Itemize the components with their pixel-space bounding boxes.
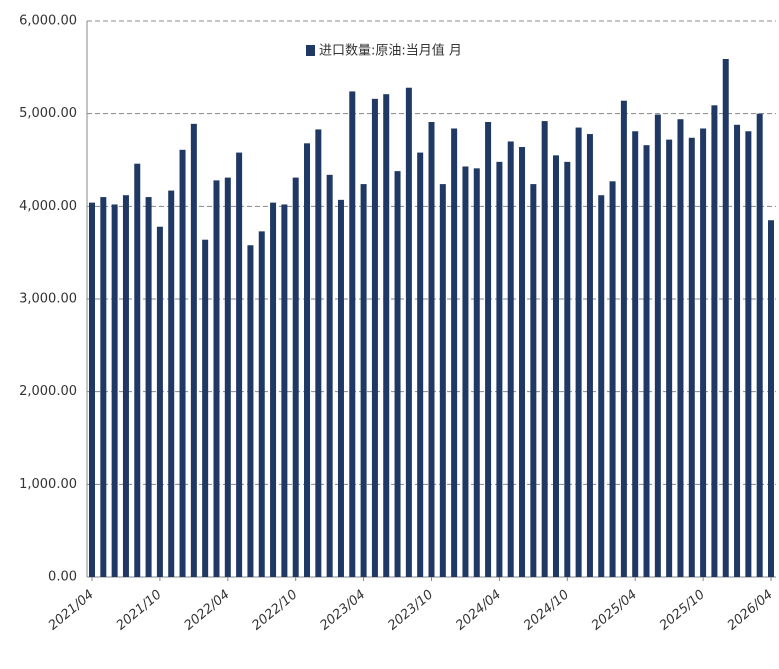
bar [700, 128, 707, 577]
bar [360, 184, 367, 578]
bar [236, 152, 243, 577]
bar [541, 121, 548, 577]
bar [688, 137, 695, 577]
x-tick-label: 2025/10 [657, 587, 708, 633]
bar [145, 197, 152, 578]
bar [462, 166, 469, 577]
x-tick-label: 2023/10 [385, 587, 436, 633]
y-tick-label: 2,000.00 [19, 384, 77, 399]
bar [383, 94, 390, 577]
bar [530, 184, 537, 578]
bar [632, 131, 639, 578]
bar [734, 124, 741, 577]
bar [134, 163, 141, 577]
bar [768, 220, 774, 577]
bar [270, 202, 277, 578]
bar [643, 145, 650, 577]
bar [473, 168, 480, 577]
bar [100, 197, 107, 578]
bar [326, 174, 333, 577]
bar [405, 87, 412, 577]
x-tick-label: 2026/04 [725, 587, 776, 633]
bar [156, 226, 163, 577]
bar [586, 134, 593, 577]
bar [292, 177, 299, 577]
x-tick-label: 2023/04 [317, 587, 368, 633]
bar [111, 204, 118, 578]
y-tick-label: 1,000.00 [19, 477, 77, 492]
bar [609, 181, 616, 577]
bar [371, 98, 378, 577]
bar [575, 127, 582, 578]
y-tick-label: 4,000.00 [19, 199, 77, 214]
bar [315, 129, 322, 578]
y-tick-label: 6,000.00 [19, 14, 77, 29]
bar [677, 119, 684, 577]
bar [666, 139, 673, 577]
bar [507, 141, 514, 577]
bar [337, 199, 344, 577]
bar [89, 202, 95, 578]
bar [417, 152, 424, 577]
bar [654, 114, 661, 578]
x-tick-label: 2022/04 [182, 587, 233, 633]
bar [598, 195, 605, 578]
bar [564, 161, 571, 577]
bar [722, 58, 729, 577]
y-tick-label: 5,000.00 [19, 106, 77, 121]
bar [281, 204, 288, 578]
x-tick-label: 2025/04 [589, 587, 640, 633]
bar [224, 177, 231, 577]
bar [168, 190, 175, 577]
y-tick-label: 3,000.00 [19, 292, 77, 307]
bar [451, 128, 458, 577]
legend-swatch [306, 45, 315, 56]
bar [756, 113, 763, 578]
bar [394, 171, 401, 577]
bar [439, 184, 446, 578]
bar [620, 100, 627, 578]
bar [258, 231, 265, 577]
bar [711, 105, 718, 578]
x-tick-label: 2022/10 [250, 587, 301, 633]
bar [496, 161, 503, 577]
bar [552, 155, 559, 577]
bar [247, 245, 254, 577]
bar [190, 123, 197, 578]
bar [349, 91, 356, 577]
bar [213, 180, 220, 578]
bar [745, 131, 752, 578]
x-tick-label: 2021/04 [46, 587, 97, 633]
y-tick-label: 0.00 [48, 570, 77, 585]
bar [202, 239, 209, 577]
legend-label: 进口数量:原油:当月值 月 [319, 43, 462, 59]
x-tick-label: 2021/10 [114, 587, 165, 633]
x-tick-label: 2024/04 [453, 587, 504, 633]
bar [122, 195, 129, 578]
bar [485, 122, 492, 578]
bar [304, 143, 311, 577]
bar [179, 149, 186, 577]
x-tick-label: 2024/10 [521, 587, 572, 633]
bar [519, 147, 526, 577]
bar [428, 122, 435, 578]
